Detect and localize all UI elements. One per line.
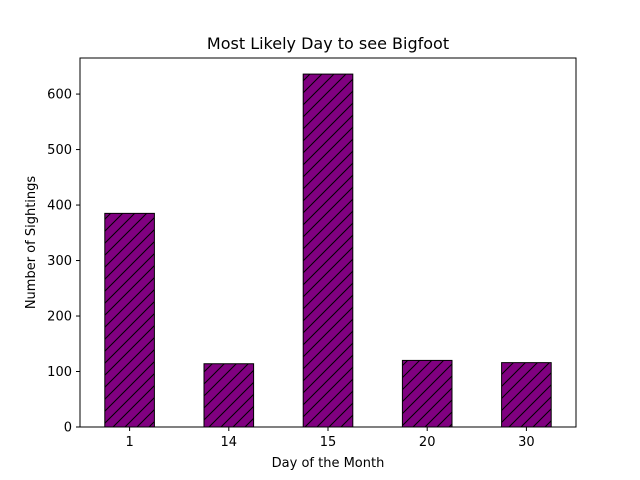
chart-title: Most Likely Day to see Bigfoot	[207, 34, 449, 53]
plot-frame	[79, 57, 577, 428]
y-tick-label: 0	[64, 421, 72, 436]
bar-day-15	[302, 73, 354, 428]
x-axis-label: Day of the Month	[272, 456, 385, 471]
bar-day-14	[203, 363, 255, 428]
x-tick-label: 20	[419, 435, 436, 450]
x-tick-label: 30	[518, 435, 535, 450]
x-tick-label: 1	[125, 435, 133, 450]
x-tick-label: 14	[221, 435, 238, 450]
bar-day-20	[401, 359, 453, 428]
y-tick-label: 200	[47, 310, 72, 325]
bars-group	[104, 73, 552, 428]
x-axis-ticks: 1 14 15 20 30	[125, 427, 535, 450]
y-axis-ticks: 0 100 200 300 400 500 600	[47, 88, 80, 436]
y-tick-label: 300	[47, 254, 72, 269]
bar-day-30	[501, 362, 552, 428]
x-tick-label: 15	[320, 435, 337, 450]
y-tick-label: 500	[47, 143, 72, 158]
y-tick-label: 400	[47, 199, 72, 214]
y-tick-label: 100	[47, 365, 72, 380]
y-axis-label: Number of Sightings	[24, 176, 39, 310]
y-tick-label: 600	[47, 88, 72, 103]
bar-day-1	[104, 212, 155, 428]
